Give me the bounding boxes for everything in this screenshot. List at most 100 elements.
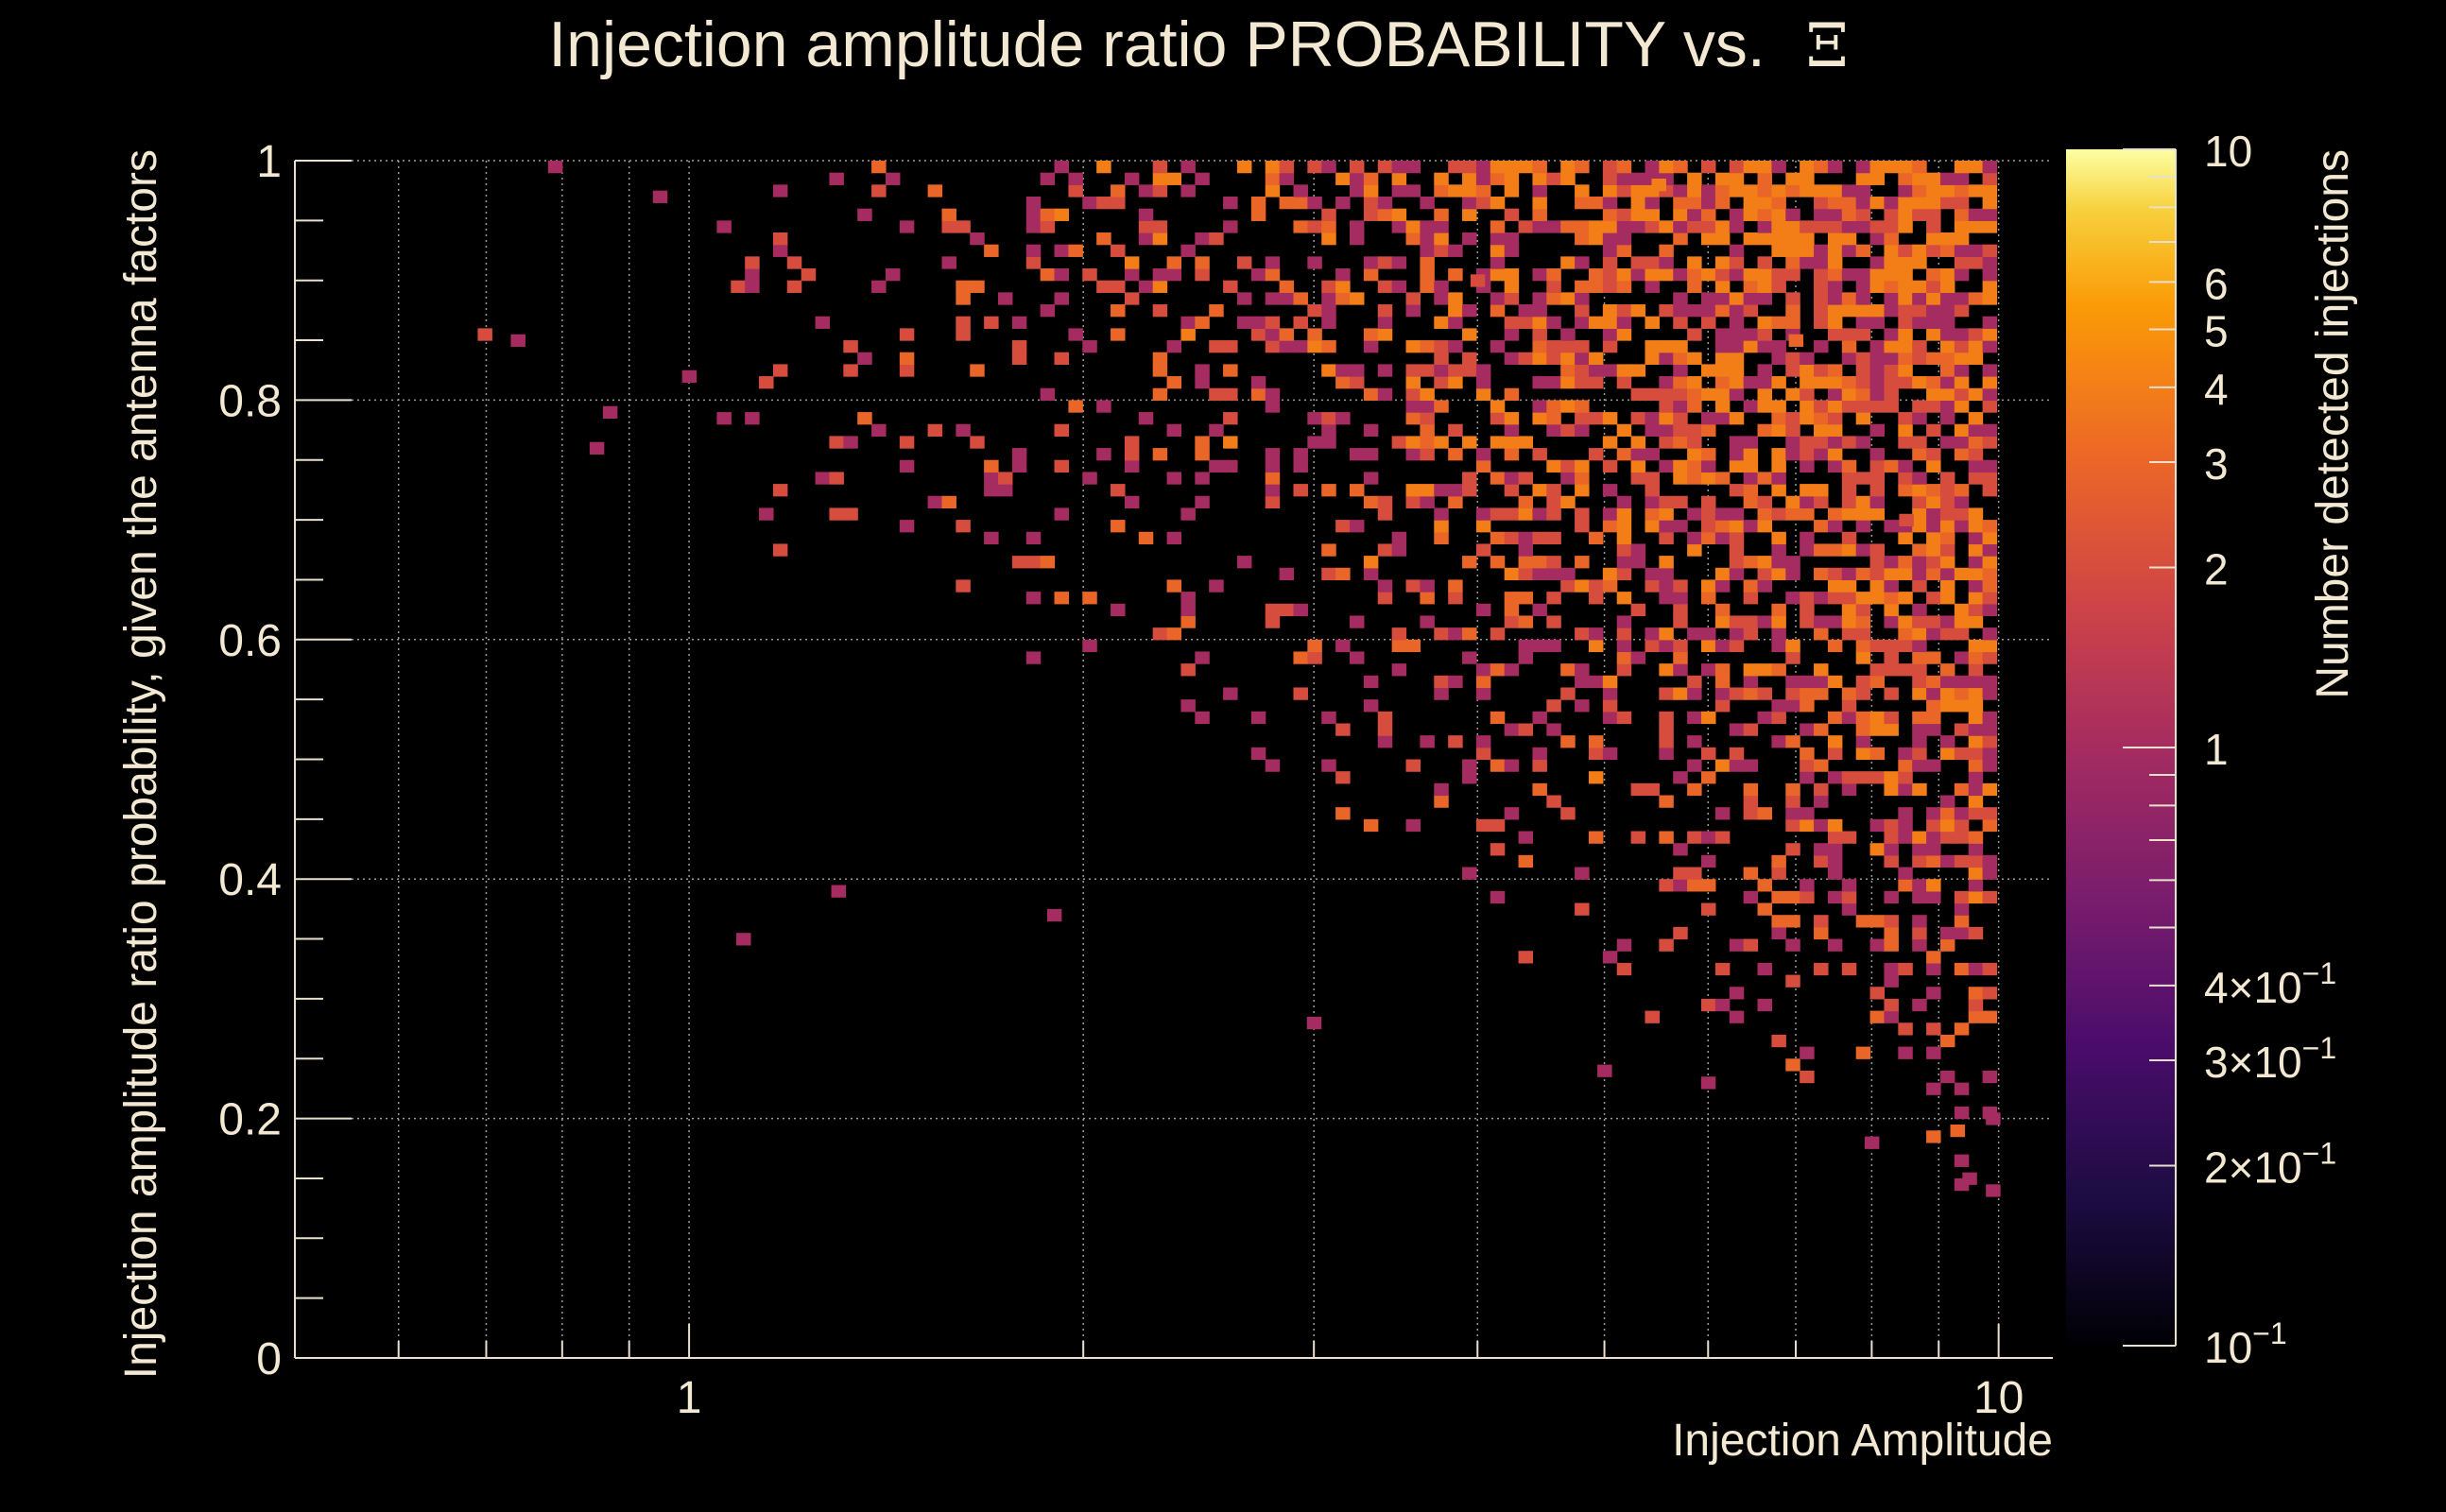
heatmap-cell bbox=[1687, 507, 1702, 521]
heatmap-cell bbox=[1814, 208, 1829, 221]
heatmap-cell bbox=[1898, 376, 1913, 389]
heatmap-cell bbox=[1869, 161, 1886, 174]
heatmap-cell bbox=[1293, 340, 1308, 353]
heatmap-cell bbox=[1250, 316, 1266, 329]
heatmap-cell bbox=[1025, 244, 1042, 257]
heatmap-cell bbox=[1869, 639, 1886, 653]
heatmap-cell bbox=[1954, 1022, 1970, 1036]
heatmap-cell bbox=[1616, 938, 1632, 952]
heatmap-cell bbox=[1743, 495, 1759, 509]
heatmap-cell bbox=[1209, 387, 1224, 401]
heatmap-cell bbox=[1405, 161, 1421, 174]
heatmap-cell bbox=[1743, 184, 1759, 198]
heatmap-cell bbox=[1884, 400, 1899, 413]
heatmap-cell bbox=[1800, 771, 1815, 784]
heatmap-cell bbox=[984, 472, 999, 485]
heatmap-cell bbox=[1673, 184, 1688, 198]
heatmap-cell bbox=[1462, 627, 1477, 641]
heatmap-cell bbox=[1841, 902, 1857, 916]
heatmap-cell bbox=[1912, 603, 1927, 617]
heatmap-cell bbox=[1504, 436, 1520, 449]
heatmap-cell bbox=[1926, 567, 1941, 581]
heatmap-cell bbox=[1293, 220, 1308, 233]
heatmap-cell bbox=[1588, 220, 1604, 233]
heatmap-cell bbox=[716, 412, 732, 425]
heatmap-cell bbox=[1180, 161, 1196, 174]
heatmap-cell bbox=[1855, 723, 1871, 736]
heatmap-cell bbox=[1448, 304, 1463, 318]
heatmap-cell bbox=[1616, 316, 1632, 329]
heatmap-cell bbox=[1350, 161, 1365, 174]
heatmap-cell bbox=[1279, 603, 1295, 617]
heatmap-cell bbox=[1926, 376, 1941, 389]
heatmap-cell bbox=[1405, 400, 1421, 413]
heatmap-cell bbox=[1968, 795, 1984, 808]
heatmap-cell bbox=[1462, 184, 1477, 198]
heatmap-cell bbox=[1630, 304, 1646, 318]
heatmap-cell bbox=[1884, 603, 1899, 617]
heatmap-cell bbox=[1152, 364, 1168, 377]
heatmap-cell bbox=[1490, 172, 1506, 185]
heatmap-cell bbox=[1714, 268, 1731, 282]
heatmap-cell bbox=[1898, 172, 1913, 185]
heatmap-cell bbox=[1350, 364, 1365, 377]
heatmap-cell bbox=[1602, 747, 1618, 761]
heatmap-cell bbox=[1954, 184, 1970, 198]
heatmap-cell bbox=[1869, 459, 1886, 473]
heatmap-cell bbox=[1475, 520, 1491, 533]
heatmap-cell bbox=[1926, 507, 1941, 521]
heatmap-cell bbox=[1448, 592, 1463, 605]
heatmap-cell bbox=[1912, 495, 1927, 509]
heatmap-cell bbox=[1954, 423, 1970, 438]
heatmap-cell bbox=[1898, 567, 1913, 581]
heatmap-cell bbox=[1785, 735, 1800, 748]
heatmap-cell bbox=[1307, 651, 1322, 664]
heatmap-cell bbox=[1377, 256, 1393, 269]
heatmap-cell bbox=[1954, 376, 1970, 389]
heatmap-cell bbox=[1504, 328, 1520, 341]
heatmap-cell bbox=[1475, 161, 1491, 174]
heatmap-cell bbox=[1054, 459, 1069, 473]
heatmap-cell bbox=[1814, 843, 1829, 856]
heatmap-cell bbox=[1195, 172, 1210, 185]
heatmap-cell bbox=[1714, 807, 1731, 820]
heatmap-cell bbox=[1800, 220, 1815, 233]
heatmap-cell bbox=[1743, 627, 1759, 641]
heatmap-cell bbox=[1420, 268, 1435, 282]
heatmap-cell bbox=[1729, 161, 1745, 174]
heatmap-cell bbox=[1950, 1124, 1966, 1138]
heatmap-cell bbox=[1954, 962, 1970, 976]
heatmap-cell bbox=[1884, 304, 1899, 318]
heatmap-cell bbox=[1363, 208, 1379, 221]
heatmap-cell bbox=[1448, 675, 1463, 689]
heatmap-cell bbox=[1827, 197, 1843, 210]
heatmap-cell bbox=[1025, 592, 1042, 605]
heatmap-cell bbox=[1729, 747, 1745, 761]
heatmap-cell bbox=[1687, 268, 1702, 282]
heatmap-cell bbox=[1448, 627, 1463, 641]
heatmap-cell bbox=[1898, 879, 1913, 892]
heatmap-cell bbox=[1616, 280, 1632, 293]
heatmap-cell bbox=[1800, 459, 1815, 473]
heatmap-cell bbox=[1490, 292, 1506, 305]
heatmap-cell bbox=[1420, 579, 1435, 593]
heatmap-cell bbox=[1236, 316, 1252, 329]
heatmap-cell bbox=[1884, 340, 1899, 353]
heatmap-cell bbox=[1982, 818, 1998, 833]
heatmap-cell bbox=[1434, 364, 1449, 377]
heatmap-cell bbox=[1771, 639, 1786, 653]
heatmap-cell bbox=[1912, 998, 1927, 1012]
heatmap-cell bbox=[1434, 531, 1449, 545]
chart-title: Injection amplitude ratio PROBABILITY vs… bbox=[548, 9, 1849, 81]
heatmap-cell bbox=[1475, 172, 1491, 185]
heatmap-cell bbox=[1166, 579, 1182, 593]
heatmap-cell bbox=[1814, 436, 1829, 449]
heatmap-cell bbox=[1673, 472, 1688, 485]
heatmap-cell bbox=[1771, 459, 1786, 473]
heatmap-cell bbox=[681, 369, 698, 383]
heatmap-cell bbox=[1209, 304, 1224, 318]
heatmap-cell bbox=[1377, 723, 1393, 736]
heatmap-cell bbox=[1800, 818, 1815, 833]
heatmap-cell bbox=[1377, 579, 1393, 593]
heatmap-cell bbox=[1954, 292, 1970, 305]
